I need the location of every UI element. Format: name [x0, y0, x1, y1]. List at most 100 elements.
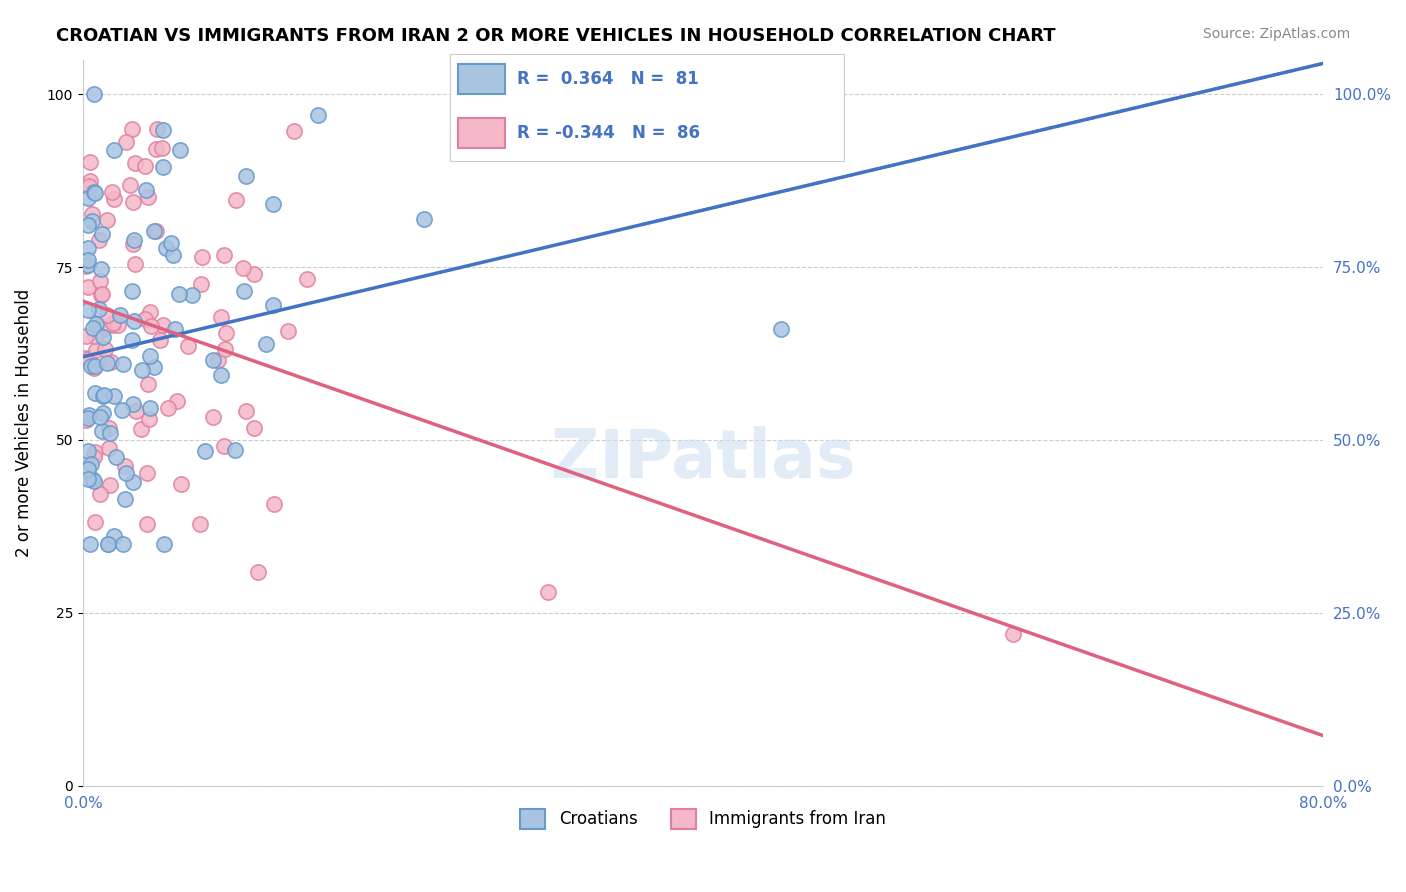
Point [103, 389, 125, 403]
Point [134, 159, 156, 173]
Point [84, 186, 107, 201]
Point [152, 318, 174, 332]
Point [235, 169, 257, 183]
Point [83, 185, 105, 199]
Point [90, 424, 112, 438]
Point [145, 223, 167, 237]
Point [98, 477, 121, 491]
Point [138, 411, 160, 425]
Point [121, 397, 143, 411]
Point [170, 477, 193, 491]
Point [142, 224, 165, 238]
Point [152, 123, 174, 137]
Point [84, 329, 107, 343]
Point [82, 207, 104, 221]
Point [212, 247, 235, 261]
Point [121, 334, 143, 348]
Point [89, 410, 111, 425]
Point [152, 141, 174, 155]
Point [262, 197, 284, 211]
Point [82, 472, 104, 486]
Point [91, 389, 114, 403]
Point [97, 442, 120, 456]
Text: Source: ZipAtlas.com: Source: ZipAtlas.com [1202, 27, 1350, 41]
Point [202, 409, 225, 424]
Point [107, 318, 129, 332]
Text: CROATIAN VS IMMIGRANTS FROM IRAN 2 OR MORE VEHICLES IN HOUSEHOLD CORRELATION CHA: CROATIAN VS IMMIGRANTS FROM IRAN 2 OR MO… [56, 27, 1056, 45]
Bar [458, 118, 505, 148]
Point [153, 537, 176, 551]
Point [307, 107, 329, 121]
Point [101, 317, 124, 331]
Point [136, 466, 159, 480]
Point [1002, 626, 1025, 640]
Point [157, 401, 180, 416]
Point [75, 351, 97, 365]
Point [121, 475, 143, 490]
Point [136, 377, 159, 392]
Point [76, 472, 98, 486]
Point [162, 248, 184, 262]
Point [242, 421, 264, 435]
Point [77, 408, 100, 422]
Point [103, 192, 125, 206]
Point [75, 259, 97, 273]
Point [89, 318, 111, 333]
Point [80, 458, 103, 472]
Y-axis label: 2 or more Vehicles in Household: 2 or more Vehicles in Household [15, 289, 32, 557]
Point [103, 529, 125, 543]
Point [76, 253, 98, 268]
Point [254, 337, 277, 351]
Point [93, 388, 115, 402]
Point [177, 339, 200, 353]
Point [139, 318, 162, 333]
Point [169, 143, 191, 157]
Point [84, 317, 107, 331]
Point [111, 537, 134, 551]
Point [108, 308, 131, 322]
Point [89, 274, 111, 288]
Point [91, 287, 114, 301]
Point [83, 87, 105, 102]
Point [191, 250, 214, 264]
Point [190, 277, 212, 292]
Point [90, 261, 112, 276]
Point [121, 121, 143, 136]
Point [90, 227, 112, 242]
Point [139, 350, 162, 364]
Point [77, 444, 100, 458]
Point [114, 491, 136, 506]
Point [83, 475, 105, 489]
Point [122, 237, 145, 252]
Text: R =  0.364   N =  81: R = 0.364 N = 81 [517, 70, 699, 88]
Point [90, 288, 112, 302]
Point [83, 359, 105, 373]
Point [83, 450, 105, 464]
Point [79, 174, 101, 188]
Point [138, 401, 160, 416]
Point [77, 279, 100, 293]
Text: R = -0.344   N =  86: R = -0.344 N = 86 [517, 124, 700, 142]
Point [115, 135, 138, 149]
Point [121, 284, 143, 298]
Point [79, 537, 101, 551]
Point [77, 178, 100, 193]
Point [93, 342, 115, 356]
Point [146, 121, 169, 136]
Point [215, 326, 238, 341]
Point [75, 413, 97, 427]
Point [83, 361, 105, 376]
Point [134, 312, 156, 326]
Point [129, 422, 152, 436]
Point [83, 515, 105, 529]
Point [76, 302, 98, 317]
Point [124, 156, 146, 170]
Point [235, 404, 257, 418]
Point [75, 329, 97, 343]
Point [91, 330, 114, 344]
Point [118, 178, 141, 192]
Point [214, 342, 236, 356]
Point [97, 537, 120, 551]
Point [91, 406, 114, 420]
Text: ZIPatlas: ZIPatlas [551, 426, 855, 492]
